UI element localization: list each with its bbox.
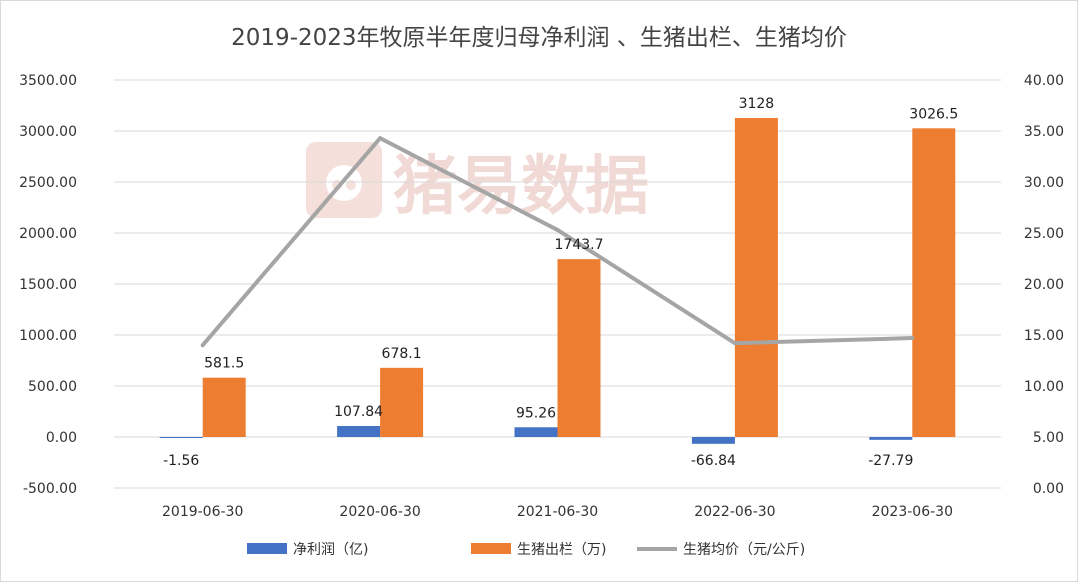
bars-layer [159,117,956,444]
hog-price-point [910,336,915,341]
hog-output-label: 1743.7 [555,237,604,253]
hog-output-label: 581.5 [204,356,244,372]
right-axis-tick: 30.00 [1024,175,1064,191]
line-layer [200,136,915,348]
right-axis-tick: 5.00 [1033,430,1064,446]
net-profit-label: 95.26 [516,405,556,421]
net-profit-label: -66.84 [691,453,736,469]
net-profit-label: 107.84 [334,404,383,420]
right-axis-tick: 0.00 [1033,481,1064,497]
hog-price-point [555,227,560,232]
watermark: 猪易数据 [306,142,649,224]
x-axis-tick: 2019-06-30 [162,504,243,520]
hog-price-point [732,341,737,346]
left-axis-tick: 2500.00 [19,175,77,191]
hog-price-point [378,136,383,141]
hog-output-label: 678.1 [382,346,422,362]
net-profit-label: -1.56 [163,453,199,469]
hog-output-label: 3026.5 [909,106,958,122]
x-axis-tick: 2023-06-30 [872,504,953,520]
labels-layer: -1.56 107.84 95.26 -66.84 -27.79 581.5 678.1 17… [163,96,958,469]
left-axis-tick: -500.00 [23,481,77,497]
hog-output-bar [380,367,424,437]
right-axis-tick: 40.00 [1024,73,1064,89]
legend-hog-output-label: 生猪出栏（万) [517,542,606,558]
hog-output-bar [557,259,601,437]
legend-net-profit-swatch [247,543,287,554]
right-axis-tick: 25.00 [1024,226,1064,242]
hog-output-bar [734,117,778,437]
chart-title: 2019-2023年牧原半年度归母净利润 、生猪出栏、生猪均价 [231,25,847,51]
x-axis-tick: 2021-06-30 [517,504,598,520]
legend-net-profit-label: 净利润（亿) [293,542,368,558]
left-axis-tick: 0.00 [46,430,77,446]
left-axis-tick: 2000.00 [19,226,77,242]
left-axis-tick: 1000.00 [19,328,77,344]
x-axis-tick: 2020-06-30 [339,504,420,520]
right-axis-tick: 35.00 [1024,124,1064,140]
axis-layer: -500.00 0.00 500.00 1000.00 1500.00 2000.00 25… [19,73,1064,520]
left-axis-tick: 500.00 [28,379,77,395]
left-axis-tick: 1500.00 [19,277,77,293]
legend: 净利润（亿) 生猪出栏（万) 生猪均价（元/公斤) [247,542,805,558]
right-axis-tick: 15.00 [1024,328,1064,344]
hog-output-bar [202,377,246,437]
x-axis-tick: 2022-06-30 [694,504,775,520]
hog-output-label: 3128 [739,96,775,112]
hog-output-bar [912,128,956,437]
right-axis-tick: 20.00 [1024,277,1064,293]
net-profit-bar [514,427,558,437]
net-profit-bar [869,437,913,440]
left-axis-tick: 3000.00 [19,124,77,140]
net-profit-bar [691,437,735,444]
right-axis-tick: 10.00 [1024,379,1064,395]
hog-price-point [200,343,205,348]
legend-hog-price-label: 生猪均价（元/公斤) [683,542,805,558]
left-axis-tick: 3500.00 [19,73,77,89]
net-profit-label: -27.79 [868,453,913,469]
net-profit-bar [159,437,203,438]
net-profit-bar [337,426,381,437]
legend-hog-output-swatch [471,543,511,554]
